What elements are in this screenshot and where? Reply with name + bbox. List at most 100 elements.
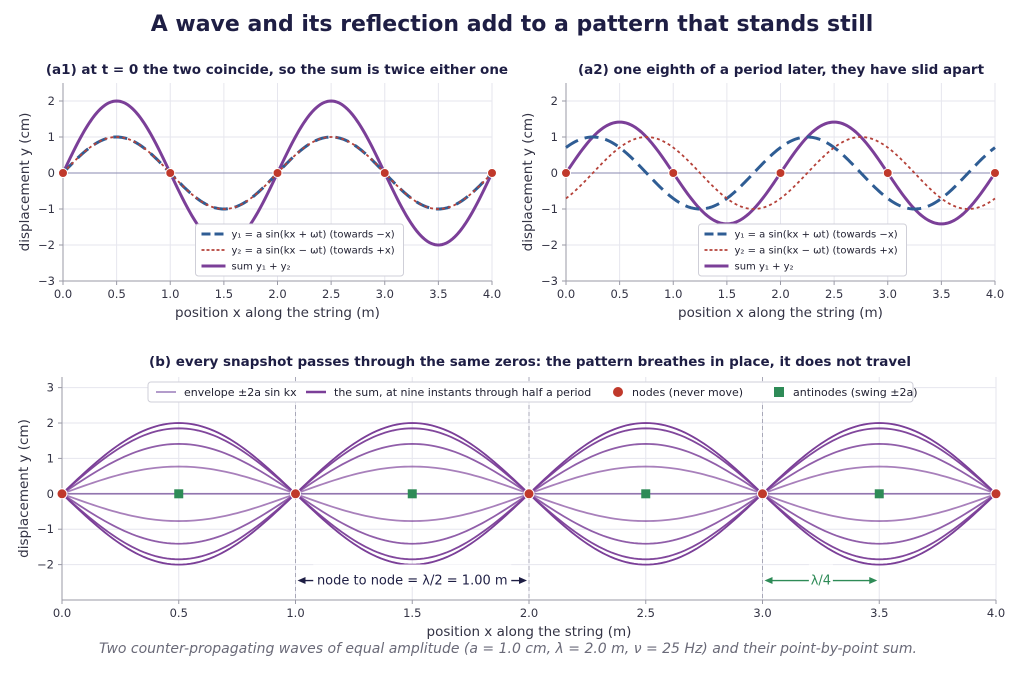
x-tick-label: 1.0 <box>286 606 304 620</box>
x-tick-label: 2.5 <box>637 606 655 620</box>
node-point <box>757 488 768 500</box>
node-point <box>523 488 535 500</box>
x-tick-label: 2.5 <box>825 287 843 301</box>
y-tick-label: −1 <box>541 202 558 216</box>
node-point <box>561 168 571 178</box>
annotation-arrowhead-right <box>869 577 878 585</box>
x-tick-label: 0.5 <box>610 287 628 301</box>
antinode-marker <box>407 489 417 499</box>
y-tick-label: 2 <box>551 94 558 108</box>
panel-b-chart: 0.0 0.5 1.0 1.5 2.0 2.5 3.0 3.5 4.0 −2 −1 0 1 2 3 posit… <box>16 354 1005 640</box>
antinode-marker <box>641 489 651 499</box>
panel-title: (a2) one eighth of a period later, they … <box>578 62 985 78</box>
annotation-label: node to node = λ/2 = 1.00 m <box>317 574 508 589</box>
legend-antinode-swatch <box>774 387 784 397</box>
x-tick-label: 0.5 <box>107 287 125 301</box>
antinode-marker <box>874 489 884 499</box>
panel-title: (a1) at t = 0 the two coincide, so the s… <box>46 62 508 78</box>
series-y1-line <box>565 135 996 211</box>
legend-y2-label: y₂ = a sin(kx − ωt) (towards +x) <box>232 246 395 257</box>
x-tick-label: 2.0 <box>771 287 789 301</box>
node-point <box>165 168 176 178</box>
series-y2-line <box>565 136 996 210</box>
x-tick-label: 4.0 <box>987 606 1005 620</box>
y-tick-label: −3 <box>541 274 558 288</box>
x-tick-label: 3.0 <box>753 606 771 620</box>
x-tick-label: 0.0 <box>557 287 575 301</box>
x-tick-label: 4.0 <box>483 287 501 301</box>
x-tick-label: 3.5 <box>932 287 950 301</box>
node-point <box>668 168 679 178</box>
legend-y1-label: y₁ = a sin(kx + ωt) (towards −x) <box>232 230 395 241</box>
y-tick-label: 0 <box>551 166 558 180</box>
legend-y2-label: y₂ = a sin(kx − ωt) (towards +x) <box>735 246 898 257</box>
annotation-arrowhead-right <box>519 577 527 585</box>
node-point <box>379 168 390 178</box>
node-point <box>882 168 893 178</box>
panel-b-legend: envelope ±2a sin kx the sum, at nine inst… <box>147 381 918 403</box>
x-tick-label: 0.0 <box>54 287 72 301</box>
legend-node-label: nodes (never move) <box>632 386 743 399</box>
panel-title: (b) every snapshot passes through the sa… <box>149 354 911 370</box>
y-tick-label: −2 <box>37 558 54 572</box>
x-tick-label: 0.5 <box>170 606 188 620</box>
legend-box <box>147 381 914 403</box>
y-tick-label: −3 <box>38 274 55 288</box>
y-tick-label: 1 <box>551 130 558 144</box>
x-axis-label: position x along the string (m) <box>678 305 883 321</box>
x-tick-label: 2.0 <box>268 287 286 301</box>
x-tick-label: 1.0 <box>664 287 682 301</box>
y-tick-label: −2 <box>541 238 558 252</box>
x-tick-label: 3.0 <box>376 287 394 301</box>
y-tick-label: 0 <box>48 166 55 180</box>
x-tick-label: 1.5 <box>215 287 233 301</box>
legend-antinode-label: antinodes (swing ±2a) <box>793 386 918 399</box>
legend-sum-label: sum y₁ + y₂ <box>735 262 794 273</box>
annotation-label-bg <box>313 564 512 587</box>
y-tick-label: 2 <box>48 94 55 108</box>
node-point <box>990 168 1000 178</box>
y-tick-label: 0 <box>47 487 54 501</box>
x-axis-label: position x along the string (m) <box>175 305 380 321</box>
node-point <box>272 168 283 178</box>
node-point <box>290 488 301 500</box>
annotation-label-bg <box>808 564 833 587</box>
x-tick-label: 3.0 <box>879 287 897 301</box>
x-axis-label: position x along the string (m) <box>427 624 632 640</box>
x-tick-label: 1.0 <box>161 287 179 301</box>
legend-node-swatch <box>613 387 623 397</box>
legend-y1-label: y₁ = a sin(kx + ωt) (towards −x) <box>735 230 898 241</box>
x-tick-label: 1.5 <box>718 287 736 301</box>
y-axis-label: displacement y (cm) <box>16 419 32 558</box>
y-axis-label: displacement y (cm) <box>520 113 536 252</box>
y-tick-label: −1 <box>37 522 54 536</box>
panel-a1-chart: 0.0 0.5 1.0 1.5 2.0 2.5 3.0 3.5 4.0 −3 −2 −1 0 1 2 posi… <box>17 62 508 321</box>
antinode-marker <box>174 489 184 499</box>
legend-sum-label: the sum, at nine instants through half a… <box>334 386 591 399</box>
node-point <box>56 488 68 500</box>
x-tick-label: 1.5 <box>403 606 421 620</box>
legend-envelope-label: envelope ±2a sin kx <box>184 386 297 399</box>
y-tick-label: 1 <box>48 130 55 144</box>
legend-box <box>195 223 404 277</box>
node-point <box>58 168 68 178</box>
figure-title: A wave and its reflection add to a patte… <box>150 12 874 37</box>
annotation-label: λ/4 <box>811 574 831 589</box>
x-tick-label: 4.0 <box>986 287 1004 301</box>
node-point <box>487 168 497 178</box>
node-point <box>990 488 1002 500</box>
node-point <box>775 168 786 178</box>
y-axis-label: displacement y (cm) <box>17 113 33 252</box>
figure-caption: Two counter-propagating waves of equal a… <box>99 641 917 657</box>
x-tick-label: 3.5 <box>429 287 447 301</box>
y-tick-label: −1 <box>38 202 55 216</box>
y-tick-label: −2 <box>38 238 55 252</box>
legend-sum-label: sum y₁ + y₂ <box>232 262 291 273</box>
x-tick-label: 0.0 <box>53 606 71 620</box>
annotation-arrowhead-left <box>297 577 306 585</box>
legend-box <box>698 223 907 277</box>
x-tick-label: 2.0 <box>520 606 538 620</box>
y-tick-label: 2 <box>47 416 54 430</box>
annotation-arrowhead-left <box>764 577 773 585</box>
